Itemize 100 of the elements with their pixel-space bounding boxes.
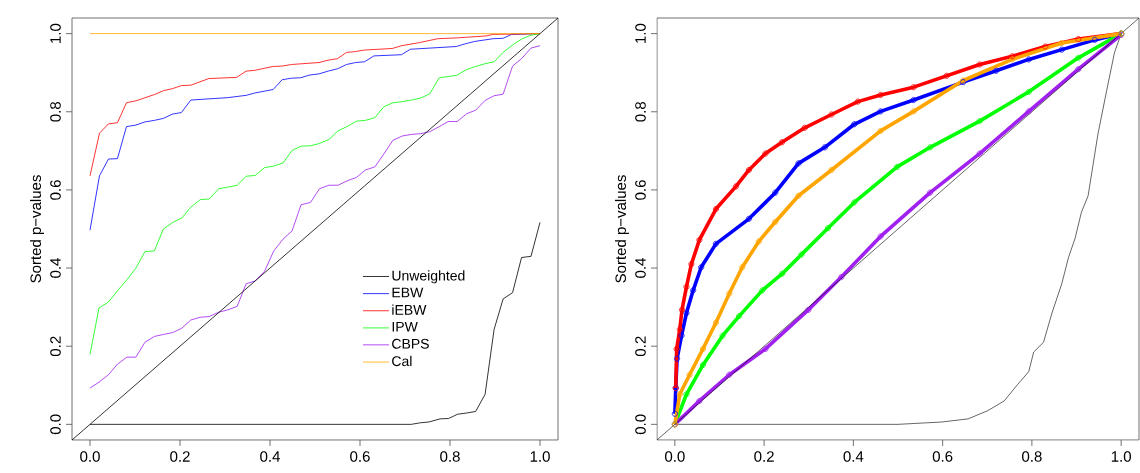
point [726,290,733,297]
point [762,150,769,157]
point [778,270,785,277]
x-tick-label: 0.0 [80,451,100,462]
point [772,218,779,225]
point [838,274,845,281]
point [736,313,743,320]
point [671,410,678,417]
point [755,238,762,245]
legend-label: iEBW [392,304,427,315]
point [824,225,831,232]
point [772,189,779,196]
y-tick-label: 0.6 [635,180,646,200]
point [1042,43,1049,50]
y-axis-title: Sorted p−values [615,175,629,283]
y-tick-label: 0.4 [635,258,646,278]
point [877,91,884,98]
point [1025,108,1032,115]
point [910,108,917,115]
point [927,189,934,196]
point [699,345,706,352]
point [719,332,726,339]
point [1075,54,1082,61]
y-tick-label: 0.8 [635,102,646,122]
point [828,111,835,118]
x-tick-label: 1.0 [1111,451,1131,462]
point [745,215,752,222]
point [726,371,733,378]
point [795,160,802,167]
point [762,345,769,352]
x-tick-label: 0.4 [843,451,864,462]
point [805,306,812,313]
point [1075,66,1082,73]
y-tick-label: 0.2 [50,336,61,357]
point [739,264,746,271]
point [877,127,884,134]
x-tick-label: 0.6 [932,451,953,462]
point [801,124,808,131]
point [683,283,690,290]
point [976,150,983,157]
y-tick-label: 0.6 [50,180,61,200]
point [696,236,703,243]
point [828,166,835,173]
x-tick-label: 0.8 [440,451,460,462]
point [795,192,802,199]
point [676,326,683,333]
x-tick-label: 0.6 [350,451,370,462]
y-tick-label: 0.0 [635,414,646,435]
legend-label: Cal [392,355,412,367]
point [877,108,884,115]
point [910,97,917,104]
y-tick-label: 0.8 [50,102,61,122]
point [1091,36,1098,43]
point [698,264,705,271]
x-tick-label: 0.4 [260,451,280,462]
y-tick-label: 0.0 [50,414,61,435]
x-tick-label: 0.8 [1022,451,1042,462]
point [678,332,685,339]
point [696,397,703,404]
point [712,319,719,326]
y-axis-title: Sorted p−values [30,175,44,283]
y-tick-label: 1.0 [50,23,61,43]
y-tick-label: 0.4 [50,258,61,278]
point [673,345,680,352]
point [712,240,719,247]
point [686,371,693,378]
point [690,287,697,294]
point [688,261,695,268]
point [798,251,805,258]
point [683,310,690,316]
legend-label: EBW [392,287,424,298]
point [676,391,683,398]
legend-label: IPW [392,321,418,332]
x-tick-label: 0.2 [170,451,190,462]
point [674,355,681,362]
x-tick-label: 0.0 [665,451,685,462]
point [1025,88,1032,95]
y-tick-label: 1.0 [635,23,646,43]
point [854,98,861,105]
point [778,139,785,146]
point [927,144,934,151]
point [976,118,983,125]
point [976,61,983,68]
point [910,84,917,91]
point [683,391,690,398]
line-series [89,221,541,425]
point [1058,46,1065,53]
y-tick-label: 0.2 [635,336,646,357]
point [851,199,858,206]
legend-label: Unweighted [392,270,465,284]
point [821,144,828,151]
point [1025,56,1032,63]
point [712,206,719,213]
point [759,287,766,294]
point [745,166,752,173]
point [733,183,739,190]
point [943,72,950,79]
x-tick-label: 0.2 [754,451,774,462]
legend-label: CBPS [392,338,429,349]
point [993,67,1000,74]
